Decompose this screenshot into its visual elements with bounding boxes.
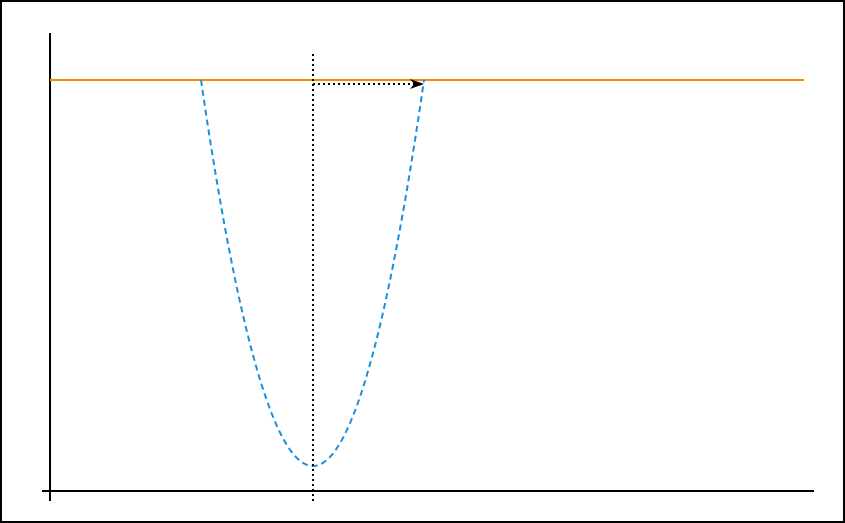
diagram-canvas: [0, 0, 845, 523]
diagram-svg: [0, 0, 845, 523]
